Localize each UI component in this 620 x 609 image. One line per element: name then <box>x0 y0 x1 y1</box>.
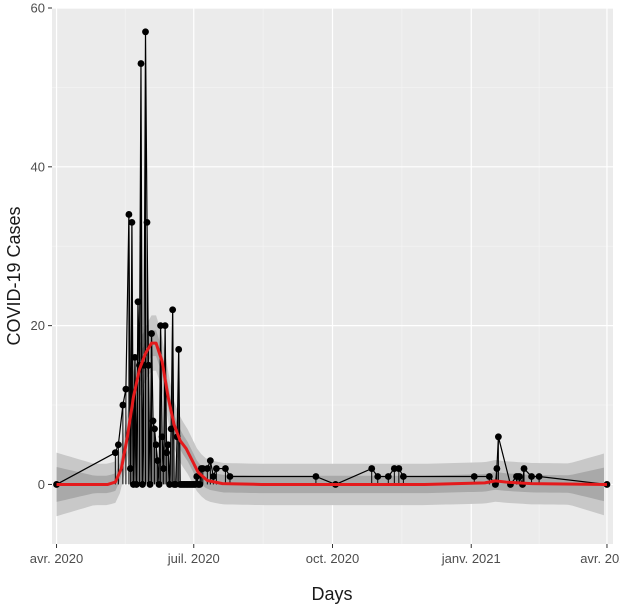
observed-point <box>222 465 229 472</box>
x-tick-label: avr. 2021 <box>580 551 620 566</box>
observed-point <box>145 361 152 369</box>
observed-point <box>226 473 234 480</box>
observed-point <box>209 473 217 480</box>
observed-point <box>384 473 392 480</box>
observed-point <box>114 441 122 449</box>
observed-point <box>485 473 493 480</box>
observed-point <box>149 417 157 425</box>
x-axis-ticks: avr. 2020 juil. 2020 oct. 2020 janv. 2021 av… <box>30 544 620 566</box>
observed-point <box>146 481 154 488</box>
y-tick-label: 0 <box>38 477 45 492</box>
observed-point <box>161 322 169 330</box>
observed-point <box>137 60 145 67</box>
observed-point <box>212 465 220 472</box>
observed-point <box>374 473 382 480</box>
observed-point <box>142 28 149 36</box>
observed-series <box>53 28 611 488</box>
observed-point <box>520 465 528 472</box>
fitted-line <box>56 341 607 486</box>
observed-point <box>128 219 136 226</box>
observed-point <box>133 481 140 488</box>
observed-point <box>470 473 478 480</box>
y-tick-label: 60 <box>31 1 45 16</box>
observed-point <box>158 433 166 441</box>
observed-point <box>155 481 163 488</box>
x-tick-label: juil. 2020 <box>167 551 220 566</box>
observed-point <box>164 441 172 449</box>
observed-point <box>493 465 501 472</box>
observed-point <box>494 433 502 441</box>
x-axis-title: Days <box>311 584 352 604</box>
x-tick-label: janv. 2021 <box>441 551 501 566</box>
observed-point <box>154 457 161 465</box>
observed-point <box>196 481 204 488</box>
y-axis-title: COVID-19 Cases <box>4 206 24 345</box>
observed-point <box>151 425 158 433</box>
observed-point <box>131 353 139 361</box>
observed-point <box>175 346 183 353</box>
x-tick-label: avr. 2020 <box>30 551 84 566</box>
observed-point <box>125 211 133 218</box>
observed-point <box>528 473 535 480</box>
observed-point <box>163 449 171 457</box>
y-tick-label: 20 <box>31 318 45 333</box>
x-tick-label: oct. 2020 <box>306 551 360 566</box>
observed-point <box>143 219 151 226</box>
observed-point <box>167 425 175 433</box>
observed-point <box>535 473 543 480</box>
observed-point <box>122 385 130 393</box>
observed-point <box>193 473 201 480</box>
observed-point <box>395 465 403 472</box>
observed-point <box>206 457 214 465</box>
observed-point <box>152 441 160 449</box>
observed-point <box>148 330 155 337</box>
observed-point <box>127 465 134 472</box>
observed-point <box>368 465 376 472</box>
observed-point <box>134 298 142 306</box>
observed-point <box>516 473 523 480</box>
y-tick-label: 40 <box>31 159 45 174</box>
inner-band <box>56 330 604 502</box>
observed-point <box>139 481 146 488</box>
observed-point <box>491 481 499 488</box>
y-axis-ticks: 0 20 40 60 <box>31 1 52 492</box>
observed-point <box>160 465 167 472</box>
observed-point <box>111 449 119 457</box>
observed-point <box>169 306 177 314</box>
observed-point <box>312 473 320 480</box>
observed-point <box>203 465 211 472</box>
observed-point <box>119 401 127 409</box>
fitted-series <box>56 341 607 486</box>
observed-point <box>399 473 407 480</box>
